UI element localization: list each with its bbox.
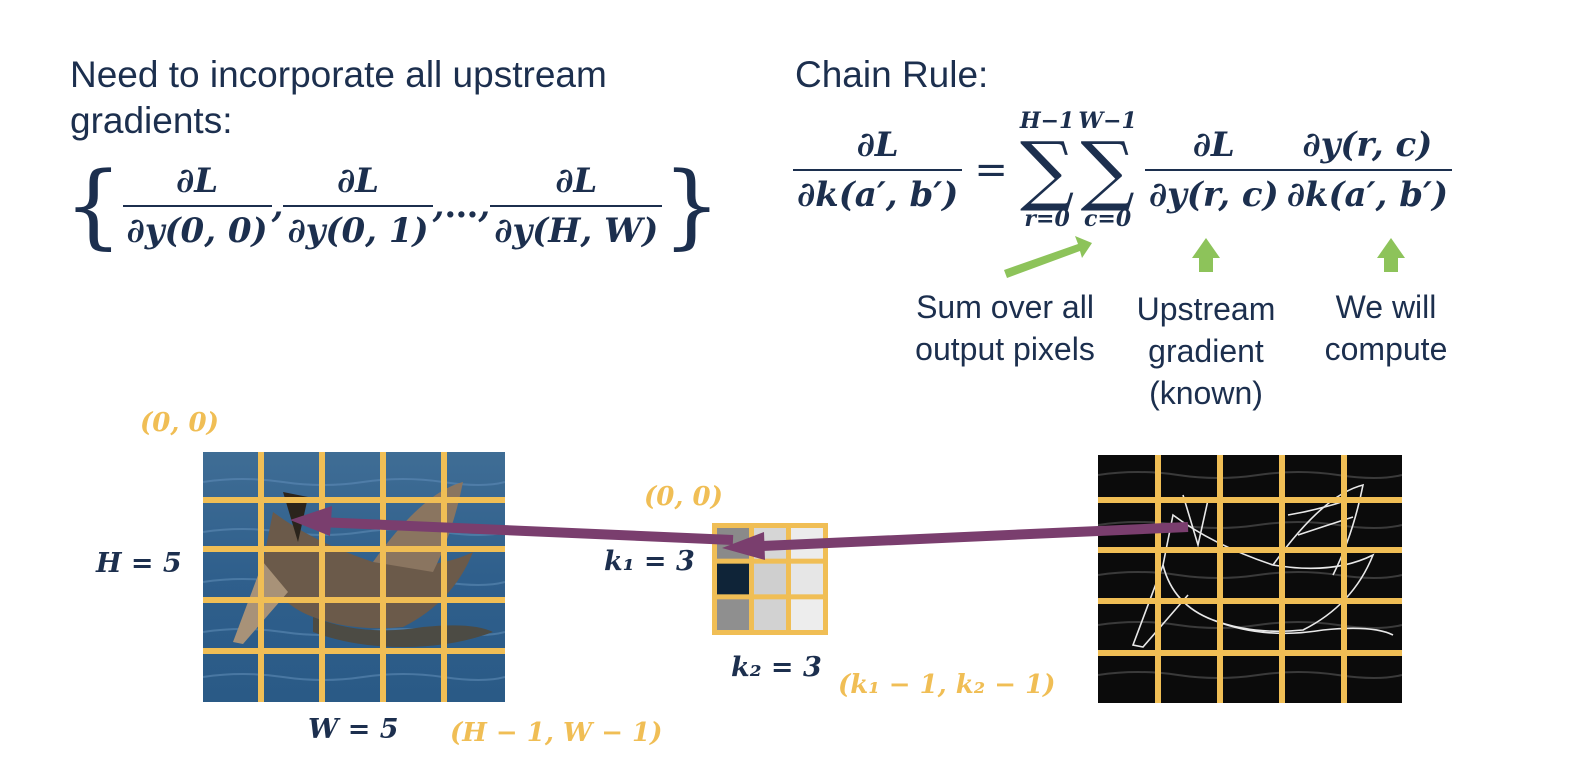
output-grid (1098, 455, 1402, 703)
kernel-cell (754, 563, 786, 595)
term2-num: ∂y(r, c) (1302, 125, 1433, 165)
input-end-label: (H − 1, W − 1) (450, 718, 663, 748)
separator: , (432, 186, 445, 226)
sum-c-symbol: ∑ (1080, 125, 1135, 214)
sum-over-c: W−1 ∑ c=0 (1078, 110, 1136, 230)
gradient-term-01-num: ∂L (336, 161, 380, 201)
input-width-label: W = 5 (308, 714, 399, 745)
lhs-fraction: ∂L ∂k(a′, b′) (793, 125, 963, 215)
sum-arrow-icon (1004, 236, 1092, 278)
term1-num: ∂L (1192, 125, 1235, 165)
kernel-origin-label: (0, 0) (644, 482, 723, 512)
kernel-cell (791, 599, 823, 630)
separator: , (271, 186, 284, 226)
kernel-end-label: (k₁ − 1, k₂ − 1) (838, 670, 1056, 700)
chain-rule-formula: ∂L ∂k(a′, b′) = H−1 ∑ r=0 W−1 ∑ c=0 ∂L ∂y(… (793, 100, 1453, 240)
gradient-term-00: ∂L ∂y(0, 0) (122, 161, 272, 251)
input-origin-label: (0, 0) (140, 408, 219, 438)
sum-r-lower: r=0 (1024, 206, 1070, 232)
lhs-den: ∂k(a′, b′) (797, 175, 959, 215)
chain-rule-title: Chain Rule: (795, 54, 989, 95)
open-brace: { (64, 152, 123, 259)
gradient-term-hw: ∂L ∂y(H, W) (490, 161, 663, 251)
kernel-cell (717, 599, 749, 630)
sum-c-upper: W−1 (1078, 108, 1137, 134)
output-to-kernel-arrow-line (761, 522, 1189, 551)
input-height-label: H = 5 (96, 548, 182, 579)
upstream-gradient-fraction: ∂L ∂y(r, c) (1144, 125, 1283, 215)
gradient-term-01: ∂L ∂y(0, 1) (283, 161, 433, 251)
upstream-arrow-icon (1192, 238, 1220, 272)
separator: , (478, 186, 491, 226)
upstream-gradients-heading: Need to incorporate all upstream gradien… (70, 54, 607, 141)
gradient-term-00-den: ∂y(0, 0) (126, 211, 268, 251)
kernel-k1-label: k₁ = 3 (604, 546, 695, 577)
output-to-kernel-arrowhead-icon (722, 532, 765, 560)
local-gradient-fraction: ∂y(r, c) ∂k(a′, b′) (1282, 125, 1453, 215)
annotation-sum: Sum over all output pixels (915, 289, 1095, 367)
input-image (203, 452, 505, 702)
kernel-cell (791, 563, 823, 595)
kernel-to-input-arrow-line (317, 517, 734, 545)
kernel-k2-label: k₂ = 3 (731, 652, 822, 683)
ellipsis: … (444, 186, 479, 226)
sum-r-upper: H−1 (1019, 108, 1075, 134)
annotation-upstream: Upstream gradient (known) (1136, 291, 1276, 411)
kernel-cell (717, 563, 749, 595)
sum-over-r: H−1 ∑ r=0 (1020, 110, 1075, 230)
compute-arrow-icon (1377, 238, 1405, 272)
output-background (1098, 455, 1402, 703)
sum-c-lower: c=0 (1084, 206, 1132, 232)
pelican-edges (1131, 483, 1394, 648)
gradient-term-hw-den: ∂y(H, W) (494, 211, 659, 251)
equals-sign: = (974, 147, 1008, 193)
output-image (1098, 455, 1402, 703)
gradient-term-01-den: ∂y(0, 1) (287, 211, 429, 251)
sum-r-symbol: ∑ (1019, 125, 1075, 214)
kernel-cell (754, 599, 786, 630)
gradient-term-00-num: ∂L (176, 161, 219, 201)
annotation-compute: We will compute (1324, 289, 1448, 367)
term2-den: ∂k(a′, b′) (1286, 175, 1449, 215)
upstream-gradient-set: {∂L ∂y(0, 0), ∂L ∂y(0, 1),…, ∂L ∂y(H, W)} (64, 160, 721, 252)
input-grid (203, 452, 505, 702)
close-brace: } (662, 152, 721, 259)
kernel-to-input-arrowhead-icon (290, 506, 332, 536)
edge-ripples (1098, 471, 1402, 679)
term1-den: ∂y(r, c) (1148, 175, 1279, 215)
lhs-num: ∂L (856, 125, 899, 165)
gradient-term-hw-num: ∂L (555, 161, 598, 201)
